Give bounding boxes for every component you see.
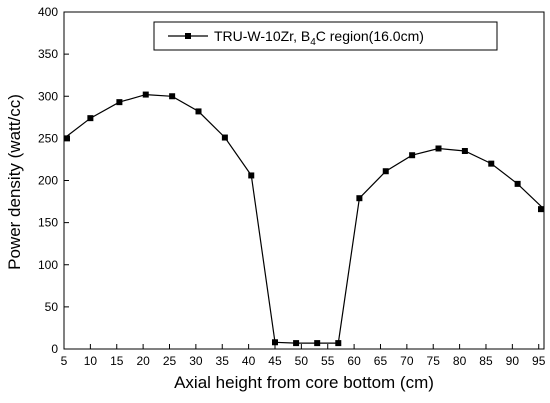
- x-tick-label: 60: [347, 354, 361, 368]
- y-axis-ticks: 0 50 100 150 200 250 300 350 400: [38, 5, 69, 356]
- x-tick-label: 50: [295, 354, 309, 368]
- data-point: [538, 206, 544, 213]
- x-tick-label: 45: [268, 354, 282, 368]
- data-point: [64, 135, 70, 142]
- legend-box: [153, 21, 498, 51]
- y-tick-label: 200: [38, 174, 58, 188]
- legend-label: TRU-W-10Zr, B4C region(16.0cm): [214, 28, 424, 48]
- y-axis-title: Power density (watt/cc): [5, 94, 24, 270]
- x-tick-label: 90: [506, 354, 520, 368]
- data-point: [195, 108, 202, 115]
- data-point: [142, 91, 149, 98]
- x-tick-label: 85: [479, 354, 493, 368]
- legend: TRU-W-10Zr, B4C region(16.0cm): [153, 21, 498, 51]
- x-tick-label: 30: [189, 354, 203, 368]
- data-point: [116, 99, 123, 106]
- data-point: [488, 160, 495, 167]
- legend-label-tail: C region(16.0cm): [316, 28, 424, 44]
- x-tick-label: 70: [400, 354, 414, 368]
- x-tick-label: 55: [321, 354, 335, 368]
- data-point: [271, 339, 278, 346]
- x-tick-label: 40: [242, 354, 256, 368]
- data-point: [382, 168, 389, 175]
- series-layer: [63, 91, 545, 347]
- data-point: [314, 340, 321, 347]
- data-point: [356, 195, 363, 202]
- y-tick-label: 350: [38, 47, 58, 61]
- x-axis-title: Axial height from core bottom (cm): [174, 373, 434, 392]
- data-point: [409, 152, 416, 159]
- legend-marker-sample: [185, 33, 191, 39]
- y-tick-label: 400: [38, 5, 58, 19]
- data-point: [248, 172, 255, 179]
- x-tick-label: 20: [136, 354, 150, 368]
- series-line: [63, 93, 545, 344]
- x-tick-label: 95: [532, 354, 546, 368]
- data-point: [221, 134, 228, 141]
- x-tick-label: 80: [453, 354, 467, 368]
- x-axis-ticks: 5 10 15 20 25 30 35 40 45 50 55 60 65 70 75 80 85 90 95: [61, 344, 546, 368]
- y-tick-label: 250: [38, 131, 58, 145]
- legend-label-subscript: 4: [310, 37, 316, 48]
- y-tick-label: 100: [38, 258, 58, 272]
- data-point: [335, 340, 342, 347]
- y-tick-label: 300: [38, 89, 58, 103]
- y-tick-label: 150: [38, 216, 58, 230]
- data-point: [293, 340, 300, 347]
- legend-label-main: TRU-W-10Zr, B: [214, 28, 310, 44]
- data-point: [514, 180, 521, 187]
- x-tick-label: 35: [216, 354, 230, 368]
- y-tick-label: 50: [45, 300, 59, 314]
- data-point: [461, 148, 468, 155]
- data-point: [169, 93, 176, 100]
- x-tick-label: 65: [374, 354, 388, 368]
- data-point: [87, 115, 94, 122]
- x-tick-label: 15: [110, 354, 124, 368]
- x-tick-label: 25: [163, 354, 177, 368]
- plot-area: [63, 11, 545, 350]
- data-point: [435, 145, 442, 152]
- x-tick-label: 75: [427, 354, 441, 368]
- x-tick-label: 5: [61, 354, 68, 368]
- y-tick-label: 0: [51, 342, 58, 356]
- x-tick-label: 10: [84, 354, 98, 368]
